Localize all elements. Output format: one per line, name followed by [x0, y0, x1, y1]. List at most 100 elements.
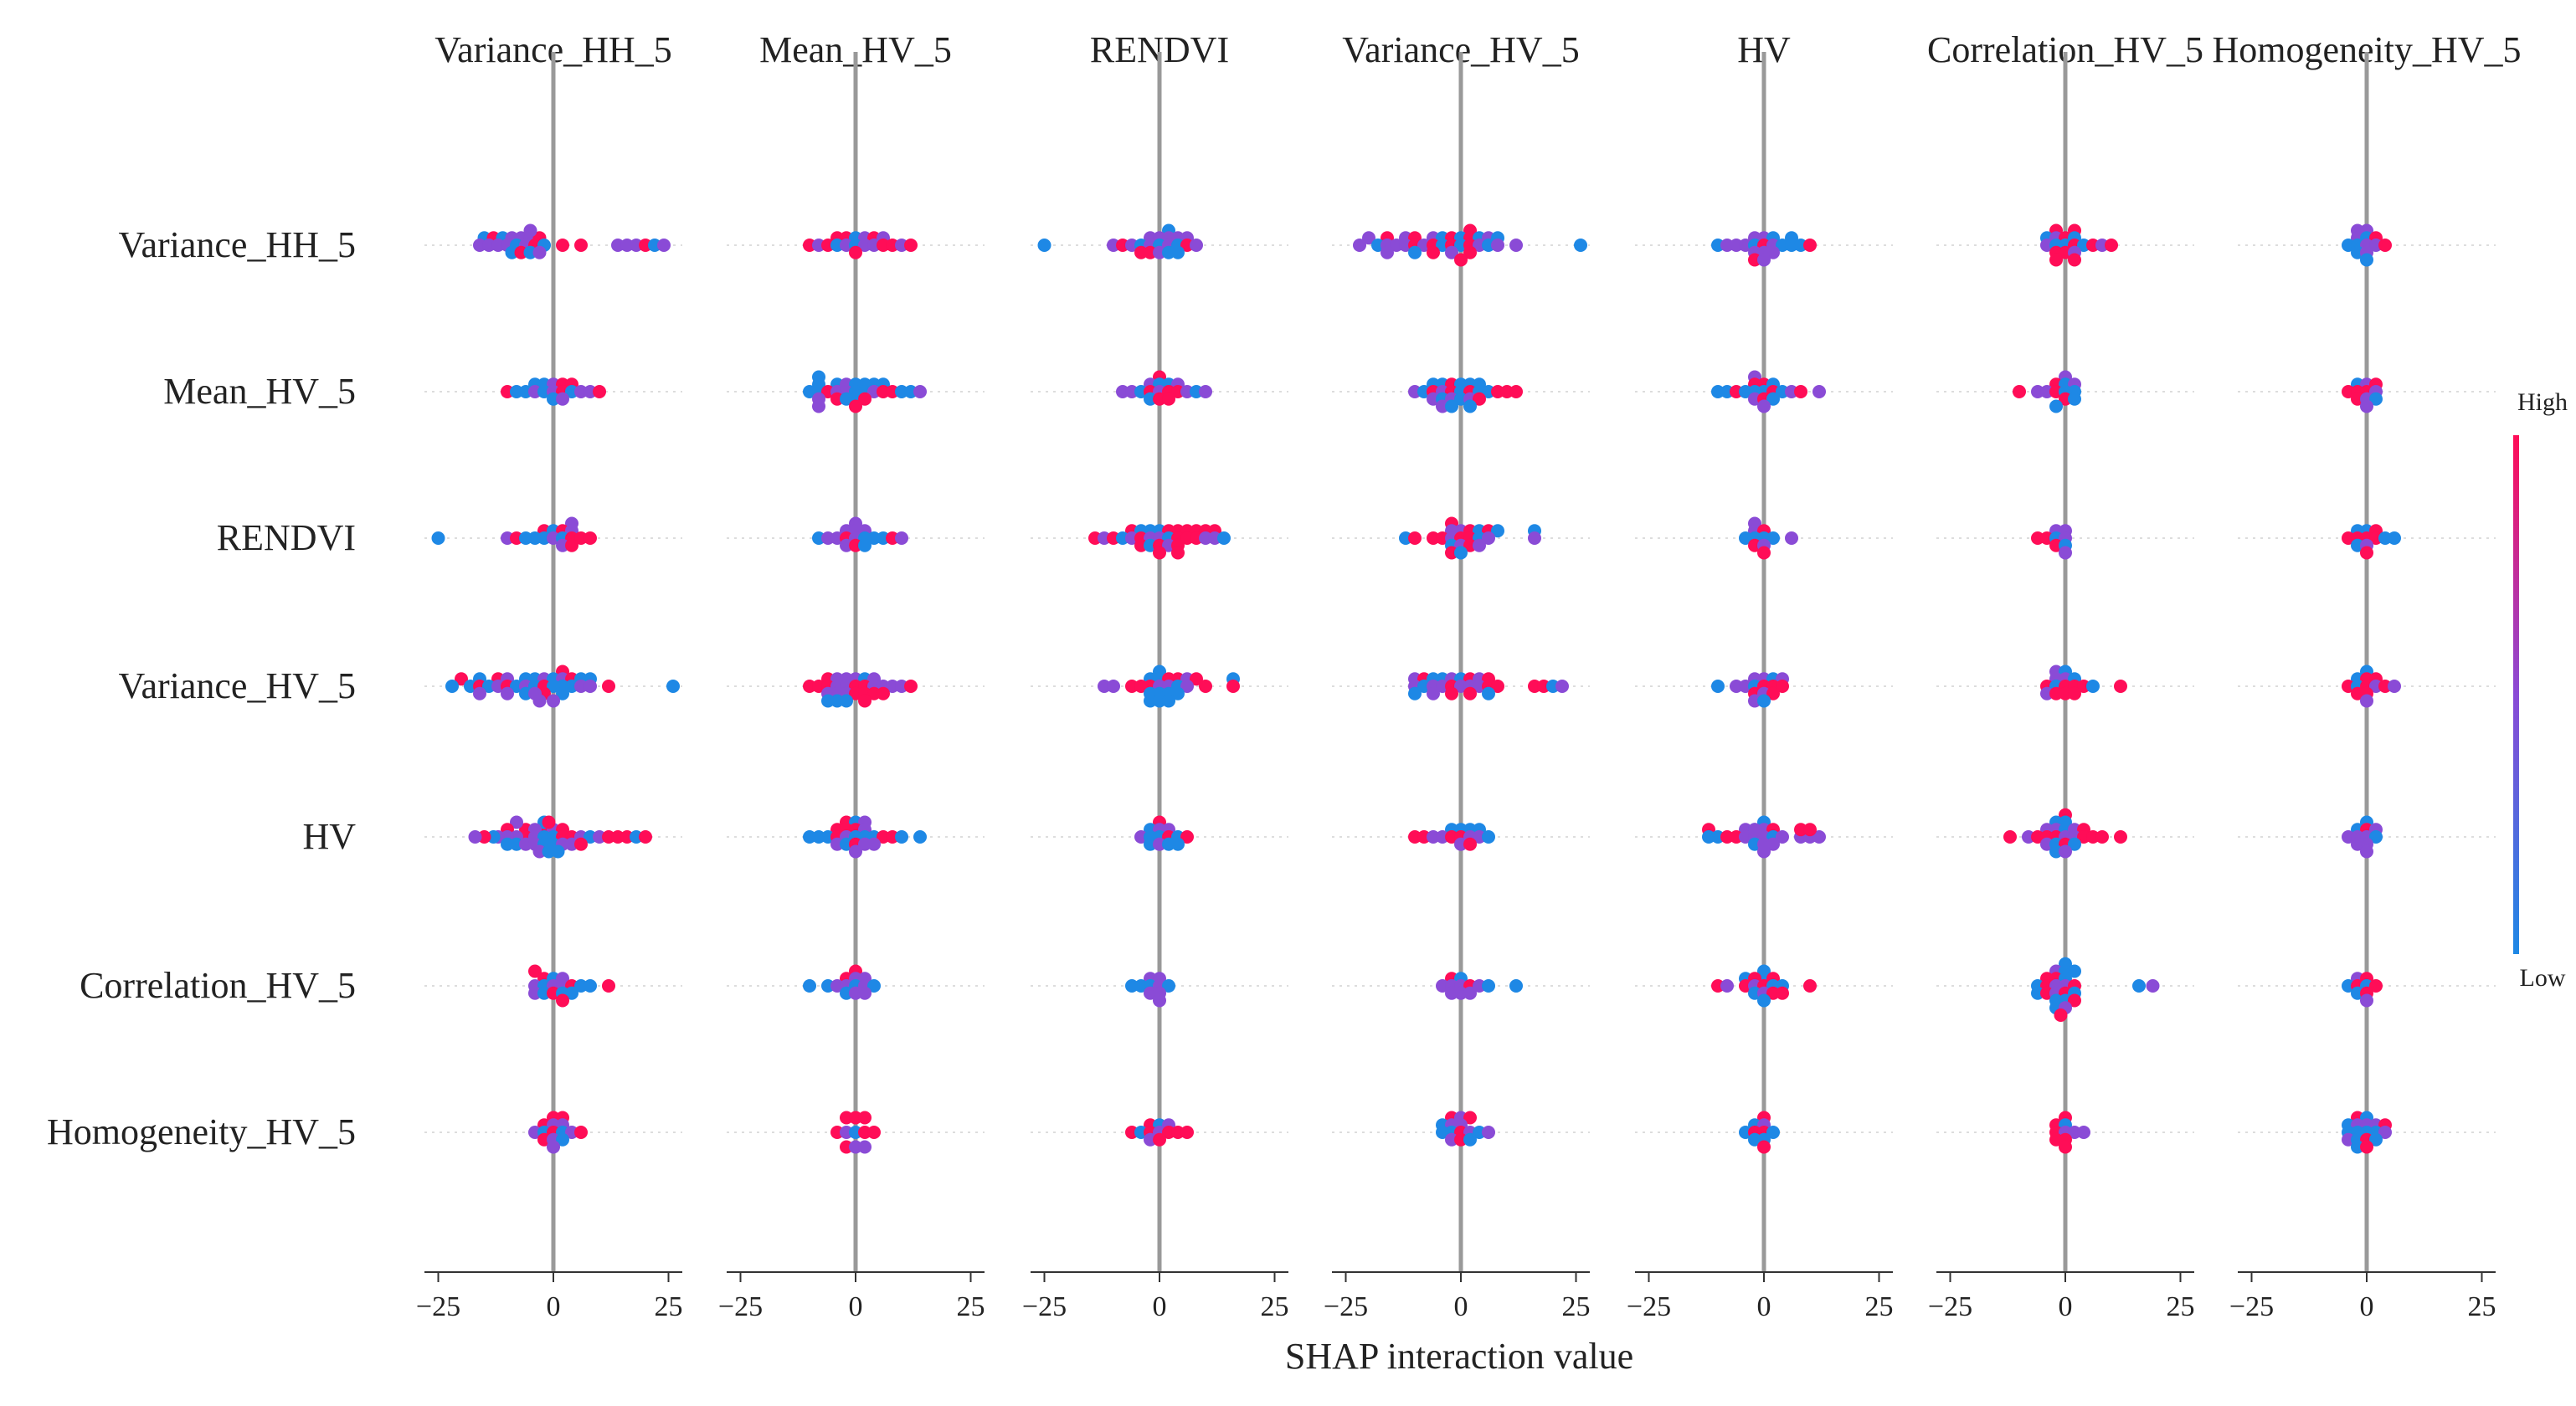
- shap-point: [464, 680, 477, 693]
- shap-point: [528, 986, 542, 1000]
- shap-point: [2049, 1132, 2063, 1147]
- shap-point: [2369, 979, 2383, 993]
- row-label: Variance_HH_5: [119, 224, 356, 265]
- shap-point: [2360, 399, 2373, 413]
- shap-point: [1445, 399, 1458, 413]
- shap-point: [2105, 239, 2118, 252]
- shap-point: [584, 531, 597, 545]
- shap-point: [602, 979, 615, 993]
- shap-point: [2077, 239, 2090, 252]
- shap-point: [867, 837, 881, 851]
- shap-point: [867, 239, 881, 252]
- shap-point: [519, 385, 532, 398]
- shap-point: [2031, 385, 2044, 398]
- x-tick-label: 25: [1865, 1291, 1894, 1322]
- shap-point: [2077, 1126, 2090, 1139]
- shap-point: [1482, 385, 1495, 398]
- x-tick-label: 0: [1153, 1291, 1167, 1322]
- shap-point: [1509, 385, 1523, 398]
- shap-point: [584, 830, 597, 844]
- shap-point: [1748, 538, 1761, 552]
- shap-point: [2086, 239, 2100, 252]
- shap-point: [1785, 385, 1798, 398]
- shap-point: [1766, 245, 1780, 259]
- shap-point: [542, 844, 556, 859]
- shap-point: [445, 680, 459, 693]
- shap-point: [1766, 392, 1780, 406]
- shap-point: [1500, 385, 1514, 398]
- shap-point: [473, 686, 486, 700]
- shap-point: [1482, 531, 1495, 545]
- shap-point: [2031, 531, 2044, 545]
- shap-point: [532, 694, 547, 708]
- colorbar-gradient: [2513, 435, 2519, 954]
- shap-point: [1473, 392, 1486, 406]
- shap-point: [584, 385, 597, 398]
- shap-point: [1463, 399, 1477, 413]
- shap-point: [830, 392, 844, 406]
- shap-point: [1153, 245, 1166, 259]
- shap-point: [803, 979, 816, 993]
- shap-point: [505, 245, 519, 259]
- shap-point: [1473, 1126, 1486, 1139]
- shap-point: [2388, 680, 2401, 693]
- shap-point: [1482, 1126, 1495, 1139]
- shap-point: [1427, 531, 1440, 545]
- shap-point: [821, 830, 835, 844]
- shap-point: [519, 686, 532, 700]
- shap-point: [821, 694, 835, 708]
- shap-point: [1537, 680, 1550, 693]
- shap-point: [1180, 385, 1194, 398]
- shap-point: [1436, 830, 1449, 844]
- x-tick-label: −25: [1928, 1291, 1972, 1322]
- shap-point: [2146, 979, 2160, 993]
- shap-point: [565, 986, 578, 1000]
- shap-point: [877, 385, 890, 398]
- shap-point: [858, 1126, 872, 1139]
- shap-point: [1399, 239, 1412, 252]
- shap-point: [2068, 993, 2081, 1008]
- shap-point: [858, 694, 872, 708]
- shap-point: [2114, 830, 2127, 844]
- shap-point: [895, 531, 908, 545]
- shap-point: [510, 837, 523, 851]
- shap-point: [1463, 686, 1477, 700]
- x-tick-label: 0: [2360, 1291, 2374, 1322]
- shap-point: [1482, 686, 1495, 700]
- shap-point: [1153, 1132, 1166, 1147]
- shap-point: [840, 694, 853, 708]
- shap-point: [1748, 837, 1761, 851]
- x-tick-label: −25: [1022, 1291, 1067, 1322]
- shap-point: [803, 830, 816, 844]
- shap-point: [1144, 1132, 1157, 1147]
- shap-point: [1711, 680, 1725, 693]
- shap-point: [1454, 986, 1468, 1000]
- shap-point: [1162, 538, 1175, 552]
- shap-point: [2351, 686, 2364, 700]
- shap-point: [477, 830, 491, 844]
- shap-point: [523, 245, 537, 259]
- shap-point: [1803, 823, 1817, 837]
- shap-point: [532, 844, 547, 859]
- shap-point: [2086, 680, 2100, 693]
- shap-point: [2059, 546, 2072, 560]
- shap-point: [1454, 392, 1468, 406]
- row-label: HV: [302, 816, 356, 857]
- shap-point: [2369, 1132, 2383, 1147]
- shap-point: [1454, 239, 1468, 252]
- shap-point: [1436, 239, 1449, 252]
- shap-point: [501, 531, 514, 545]
- shap-point: [1748, 1132, 1761, 1147]
- shap-point: [2095, 830, 2109, 844]
- shap-point: [1454, 837, 1468, 851]
- shap-point: [2378, 239, 2392, 252]
- shap-point: [1454, 546, 1468, 560]
- shap-point: [528, 964, 542, 978]
- shap-point: [1482, 830, 1495, 844]
- shap-point: [858, 1140, 872, 1154]
- shap-point: [1473, 538, 1486, 552]
- shap-point: [895, 239, 908, 252]
- shap-point: [1463, 986, 1477, 1000]
- shap-point: [1037, 239, 1051, 252]
- shap-point: [556, 1132, 569, 1147]
